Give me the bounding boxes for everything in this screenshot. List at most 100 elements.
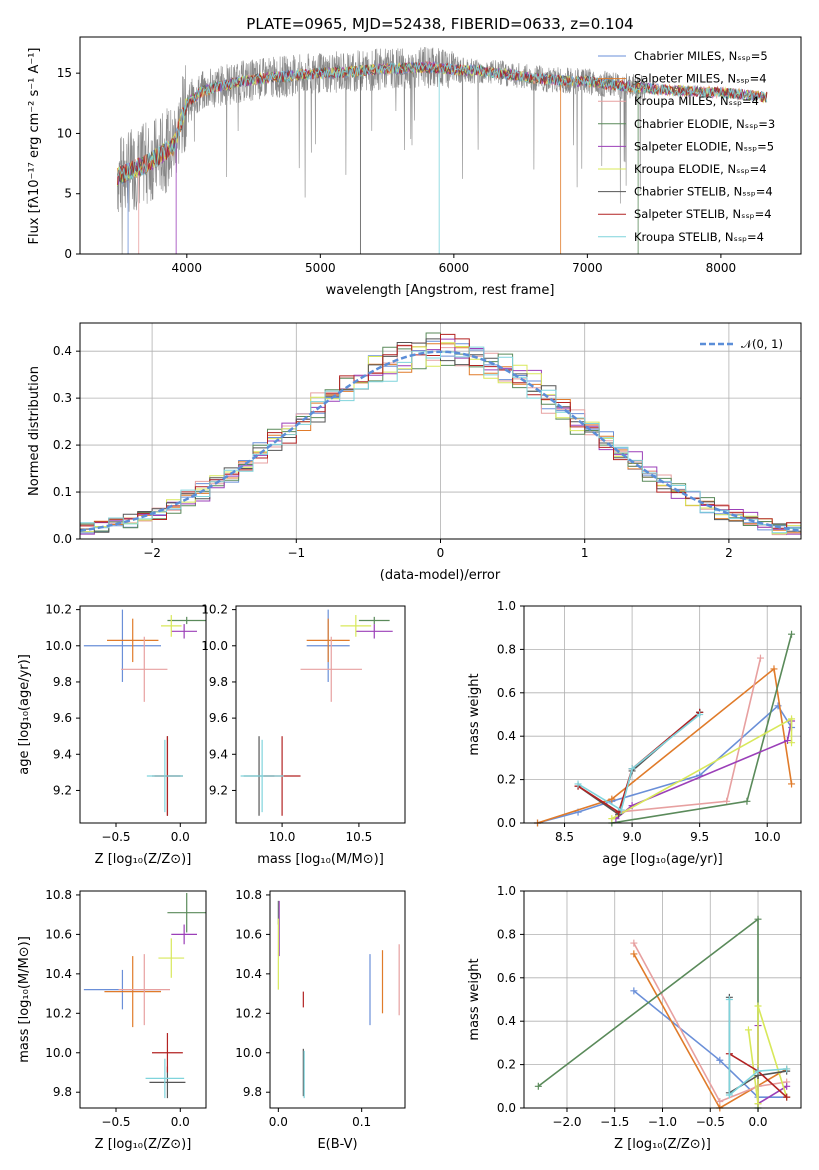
- spectrum-xlabel: wavelength [Angstrom, rest frame]: [326, 283, 555, 298]
- legend-label-8: Salpeter STELIB, Nₛₛₚ=4: [634, 207, 772, 221]
- weight-marker: [630, 939, 638, 947]
- ytick-label: 9.8: [209, 675, 228, 689]
- weight-marker: [716, 1056, 724, 1064]
- ytick-label: 9.4: [209, 747, 228, 761]
- weight-line-4: [537, 917, 759, 1108]
- weight-marker: [788, 715, 796, 723]
- histogram-xtick-label: −1: [287, 546, 305, 560]
- ytick-label: 9.2: [209, 783, 228, 797]
- spectrum-xtick-label: 7000: [572, 261, 603, 275]
- ytick-label: 0.6: [497, 971, 516, 985]
- ytick-label: 10.2: [235, 1006, 262, 1020]
- spectrum-xtick-label: 6000: [439, 261, 470, 275]
- panel-frame: [269, 890, 406, 1109]
- ytick-label: 9.8: [53, 675, 72, 689]
- spectrum-xtick-label: 5000: [305, 261, 336, 275]
- y-axis-label: mass weight: [467, 958, 482, 1040]
- xtick-label: 8.5: [555, 830, 574, 844]
- mass-vs-metallicity-panel: −0.5 0.0 9.8 10.0 10.2 10.4 10.6 10.8 Z [log₁₀(Z…: [17, 888, 207, 1152]
- xtick-label: 0.0: [269, 1115, 288, 1129]
- xtick-label: 9.0: [623, 830, 642, 844]
- model-fit-line-8: [116, 60, 768, 186]
- legend-label-6: Kroupa ELODIE, Nₛₛₚ=4: [634, 162, 767, 176]
- weight-line-9: [577, 713, 701, 812]
- histogram-ylabel: Normed distribution: [27, 366, 42, 496]
- weight-marker: [754, 1100, 762, 1108]
- panel-frame: [79, 605, 207, 824]
- weight-marker: [783, 737, 791, 745]
- weight-marker: [630, 987, 638, 995]
- spectrum-xtick-label: 8000: [706, 261, 737, 275]
- ytick-label: 9.4: [53, 747, 72, 761]
- weight-marker: [783, 1082, 791, 1090]
- weight-marker: [783, 1093, 791, 1101]
- xtick-label: −0.5: [101, 830, 130, 844]
- weight-line-1: [537, 704, 793, 824]
- xtick-label: 9.5: [690, 830, 709, 844]
- weight-marker: [788, 630, 796, 638]
- age-vs-metallicity-panel: −0.5 0.0 9.2 9.4 9.6 9.8 10.0 10.2 Z [log₁₀(Z/Z⊙…: [17, 603, 207, 867]
- histogram-xtick-label: 0: [437, 546, 445, 560]
- weight-marker: [628, 765, 636, 773]
- ytick-label: 10.2: [201, 603, 228, 617]
- weight-marker: [608, 815, 616, 823]
- x-axis-label: mass [log₁₀(M/M⊙)]: [257, 852, 384, 867]
- mass-vs-extinction-panel: 0.0 0.1 9.8 10.0 10.2 10.4 10.6 10.8 E(B-V): [235, 888, 406, 1152]
- x-axis-label: E(B-V): [317, 1137, 357, 1152]
- weight-marker: [617, 806, 625, 814]
- weight-marker: [783, 1065, 791, 1073]
- panel-frame: [235, 605, 406, 824]
- ytick-label: 9.6: [53, 711, 72, 725]
- weight-marker: [723, 797, 731, 805]
- weight-line-4: [611, 633, 793, 824]
- ytick-label: 10.4: [235, 967, 262, 981]
- panel-frame: [523, 605, 802, 824]
- xtick-label: 0.0: [171, 1115, 190, 1129]
- ytick-label: 10.6: [45, 927, 72, 941]
- xtick-label: 0.1: [352, 1115, 371, 1129]
- ytick-label: 9.2: [53, 783, 72, 797]
- spectrum-title: PLATE=0965, MJD=52438, FIBERID=0633, z=0…: [246, 15, 633, 33]
- weight-marker: [754, 1002, 762, 1010]
- histogram-ytick-label: 0.3: [53, 391, 72, 405]
- weight-marker: [756, 654, 764, 662]
- histogram-xtick-label: −2: [143, 546, 161, 560]
- xtick-label: −0.5: [696, 1115, 725, 1129]
- spectrum-ytick-label: 10: [57, 126, 72, 140]
- weight-marker: [608, 795, 616, 803]
- xtick-label: 0.0: [748, 1115, 767, 1129]
- ytick-label: 0.4: [497, 729, 516, 743]
- spectrum-ylabel: Flux [fλ10⁻¹⁷ erg cm⁻² s⁻¹ A⁻¹]: [27, 48, 42, 245]
- legend-label-3: Kroupa MILES, Nₛₛₚ=4: [634, 94, 759, 108]
- ytick-label: 0.6: [497, 686, 516, 700]
- weight-line-9: [728, 999, 787, 1097]
- ytick-label: 0.4: [497, 1014, 516, 1028]
- ytick-label: 10.0: [45, 639, 72, 653]
- weight-line-8: [577, 711, 701, 814]
- weight-marker: [754, 1067, 762, 1075]
- spectrum-xtick-label: 4000: [172, 261, 203, 275]
- age-vs-mass-panel: 10.0 10.5 9.2 9.4 9.6 9.8 10.0 10.2 mass [log₁₀(…: [201, 603, 406, 867]
- ytick-label: 0.2: [497, 1058, 516, 1072]
- y-axis-label: mass [log₁₀(M/M⊙)]: [17, 936, 32, 1063]
- gaussian-legend-label: 𝒩(0, 1): [741, 337, 783, 351]
- weight-line-2: [537, 667, 793, 824]
- ytick-label: 10.2: [45, 1006, 72, 1020]
- weight-line-3: [618, 657, 762, 813]
- ytick-label: 1.0: [497, 599, 516, 613]
- x-axis-label: Z [log₁₀(Z/Z⊙)]: [95, 1137, 192, 1152]
- weight-marker: [788, 739, 796, 747]
- legend-label-1: Chabrier MILES, Nₛₛₚ=5: [634, 49, 768, 63]
- xtick-label: −1.5: [600, 1115, 629, 1129]
- ytick-label: 10.4: [45, 967, 72, 981]
- legend-label-2: Salpeter MILES, Nₛₛₚ=4: [634, 72, 767, 86]
- spectrum-legend: Chabrier MILES, Nₛₛₚ=5 Salpeter MILES, Nₛ…: [598, 49, 775, 244]
- ytick-label: 10.0: [201, 639, 228, 653]
- legend-label-5: Salpeter ELODIE, Nₛₛₚ=5: [634, 139, 774, 153]
- ytick-label: 10.0: [45, 1046, 72, 1060]
- ytick-label: 10.8: [45, 888, 72, 902]
- histogram-xlabel: (data-model)/error: [380, 568, 501, 583]
- ytick-label: 1.0: [497, 884, 516, 898]
- ytick-label: 0.8: [497, 642, 516, 656]
- spectrum-frame: [79, 36, 802, 255]
